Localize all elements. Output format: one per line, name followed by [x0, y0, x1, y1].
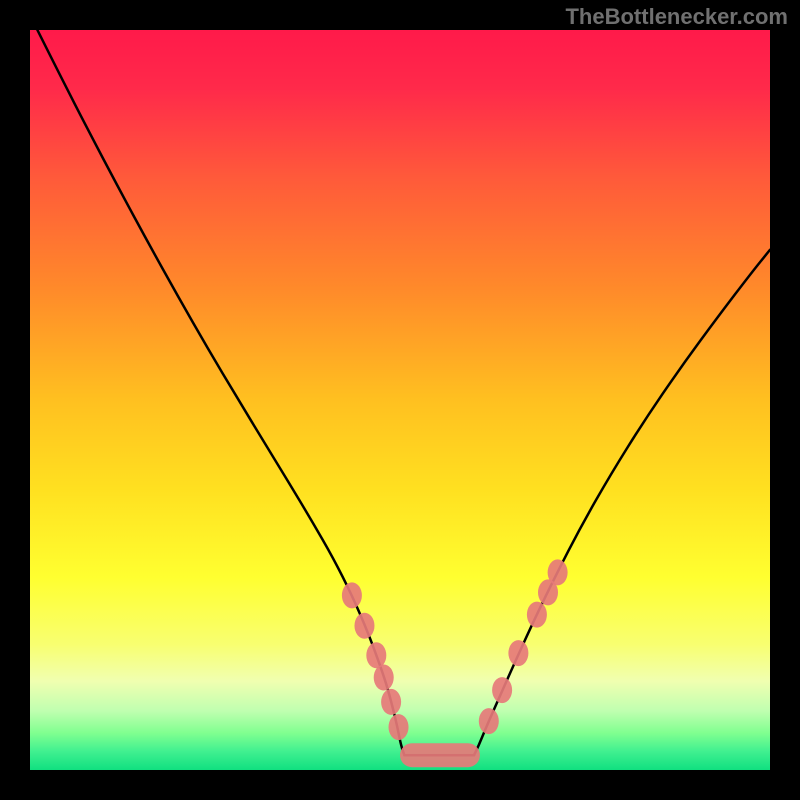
- marker-left-3: [374, 665, 394, 691]
- chart-svg: [30, 30, 770, 770]
- marker-right-5: [548, 559, 568, 585]
- marker-left-4: [381, 689, 401, 715]
- chart-container: TheBottlenecker.com: [0, 0, 800, 800]
- marker-bottom-bar: [400, 743, 480, 767]
- marker-left-1: [354, 613, 374, 639]
- watermark-text: TheBottlenecker.com: [565, 4, 788, 30]
- marker-right-2: [508, 640, 528, 666]
- marker-left-0: [342, 582, 362, 608]
- plot-area: [30, 30, 770, 770]
- marker-right-3: [527, 602, 547, 628]
- marker-left-5: [389, 714, 409, 740]
- marker-left-2: [366, 642, 386, 668]
- marker-right-1: [492, 677, 512, 703]
- marker-right-0: [479, 708, 499, 734]
